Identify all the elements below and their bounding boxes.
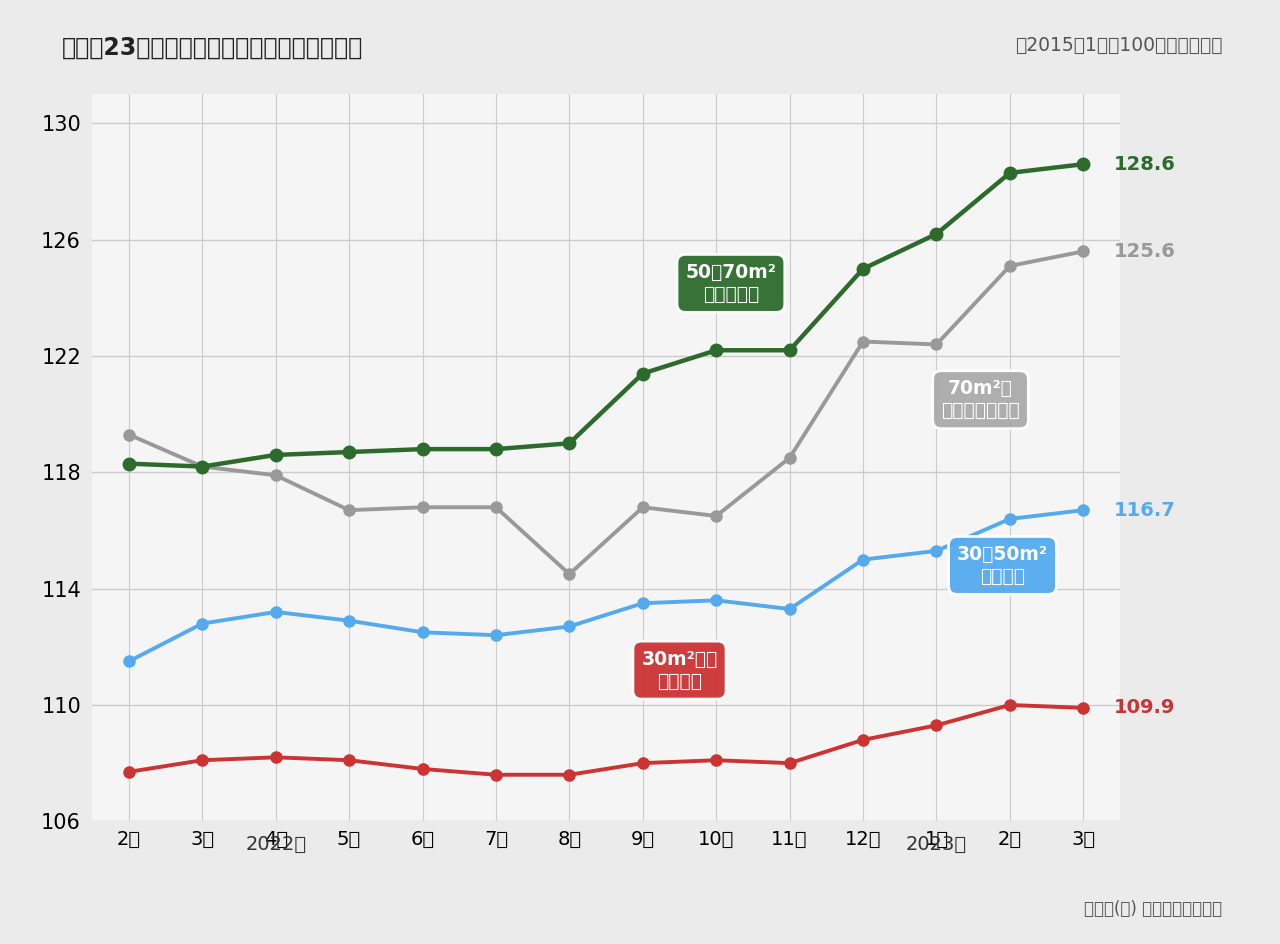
Text: 125.6: 125.6	[1114, 242, 1176, 261]
Text: 出典：(株) アットホーム調べ: 出典：(株) アットホーム調べ	[1084, 900, 1222, 918]
Text: 70m²超
大型ファミリー: 70m²超 大型ファミリー	[941, 379, 1020, 420]
Text: 128.6: 128.6	[1114, 155, 1176, 174]
Text: 30～50m²
カップル: 30～50m² カップル	[957, 545, 1048, 586]
Text: 【東京23区】マンション平均家賃指数の推移: 【東京23区】マンション平均家賃指数の推移	[61, 36, 362, 59]
Text: 116.7: 116.7	[1114, 500, 1175, 520]
Text: 109.9: 109.9	[1114, 699, 1175, 717]
Text: （2015年1月＝100としたもの）: （2015年1月＝100としたもの）	[1015, 36, 1222, 55]
Text: 30m²以下
シングル: 30m²以下 シングル	[641, 649, 718, 691]
Text: 2023年: 2023年	[906, 835, 966, 854]
Text: 50～70m²
ファミリー: 50～70m² ファミリー	[686, 262, 777, 304]
Text: 2022年: 2022年	[246, 835, 306, 854]
